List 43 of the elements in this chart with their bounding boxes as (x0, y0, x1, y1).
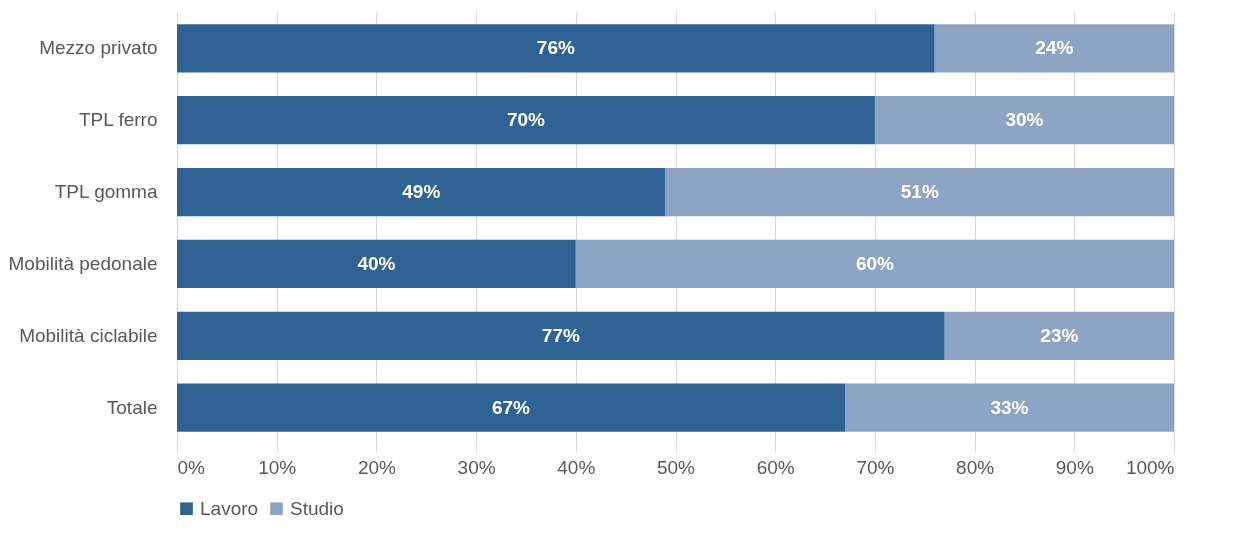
bar (844, 383, 1174, 432)
data-label: 60% (855, 252, 895, 274)
data-label: 67% (491, 396, 531, 418)
x-tick-label: 40% (557, 456, 596, 478)
bar (177, 167, 666, 217)
data-label: 76% (536, 37, 575, 59)
x-tick-label: 50% (656, 456, 696, 478)
x-tick-label: 10% (258, 456, 297, 478)
data-label: 70% (506, 109, 546, 131)
legend-label: Lavoro (200, 497, 259, 519)
y-tick-label: TPL gomma (54, 181, 158, 203)
bar (934, 24, 1174, 73)
x-tick-label: 80% (956, 456, 995, 478)
y-tick-label: Mobilità pedonale (8, 252, 158, 274)
y-tick-label: Mezzo privato (39, 37, 158, 59)
data-label: 33% (990, 396, 1029, 418)
data-label: 49% (402, 181, 441, 203)
data-label: 23% (1040, 324, 1079, 346)
x-tick-label: 100% (1125, 456, 1175, 478)
legend-label: Studio (290, 497, 344, 519)
x-tick-label: 70% (856, 456, 895, 478)
data-label: 24% (1035, 37, 1074, 59)
bar (177, 311, 945, 360)
x-tick-label: 30% (457, 456, 496, 478)
bar (944, 311, 1174, 360)
bar (177, 24, 935, 73)
data-label: 30% (1005, 109, 1044, 131)
x-tick-label: 60% (756, 456, 795, 478)
x-tick-label: 20% (357, 456, 397, 478)
x-tick-label: 90% (1055, 456, 1094, 478)
bar (177, 96, 875, 145)
bar (874, 96, 1174, 145)
bar (575, 239, 1174, 289)
data-label: 40% (357, 252, 396, 274)
data-label: 51% (900, 181, 939, 203)
y-tick-label: Mobilità ciclabile (19, 324, 158, 346)
x-tick-label: 0% (177, 456, 206, 478)
y-tick-label: Totale (106, 396, 158, 418)
bar (177, 383, 845, 432)
y-tick-label: TPL ferro (79, 109, 158, 131)
data-label: 77% (541, 324, 580, 346)
bar (665, 167, 1174, 217)
bar (177, 239, 576, 289)
